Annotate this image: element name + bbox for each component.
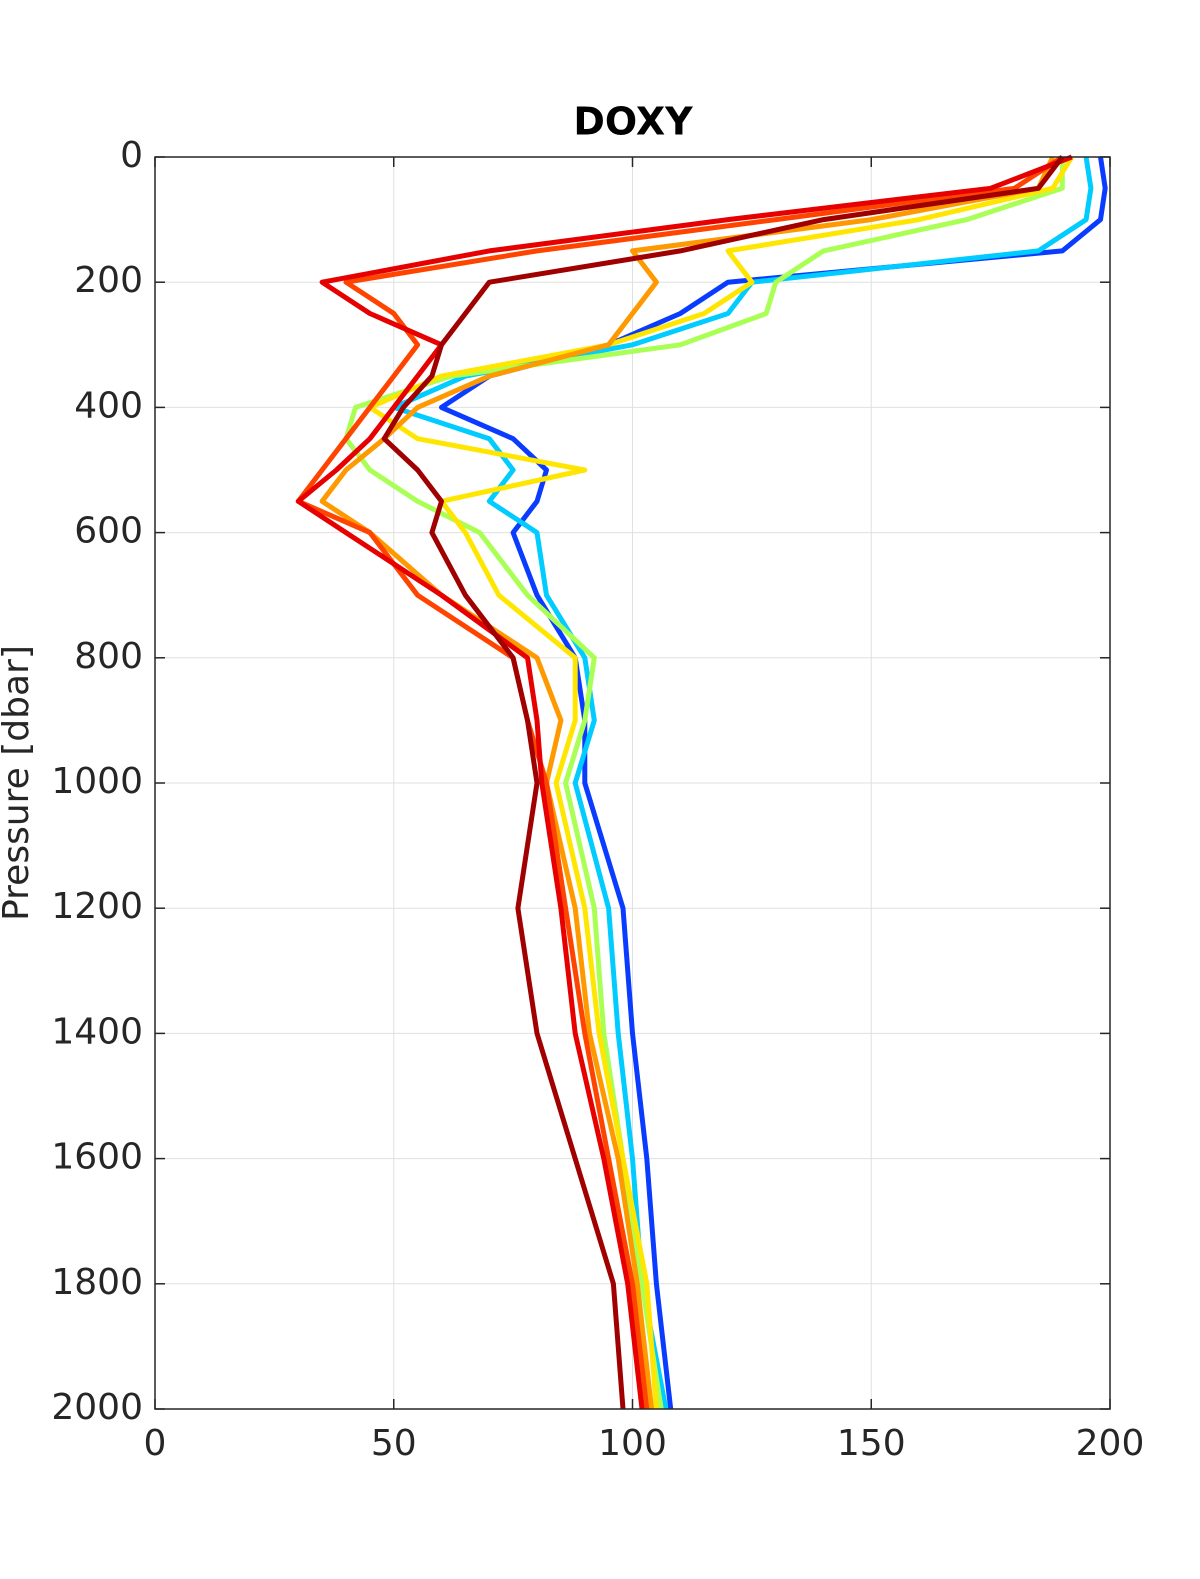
y-tick-label: 1600 bbox=[51, 1137, 143, 1178]
y-tick-label: 400 bbox=[74, 385, 143, 426]
y-tick-label: 200 bbox=[74, 260, 143, 301]
y-tick-label: 600 bbox=[74, 511, 143, 552]
profile-line bbox=[295, 154, 1073, 1410]
y-axis-label: Pressure [dbar] bbox=[0, 645, 37, 921]
ticks: 0 50 100 150 2000200400600800100012001400160… bbox=[51, 135, 1144, 1464]
x-tick-label: 50 bbox=[371, 1423, 417, 1464]
y-tick-label: 1200 bbox=[51, 886, 143, 927]
y-tick-label: 1000 bbox=[51, 761, 143, 802]
profile-line bbox=[367, 155, 1074, 1410]
chart-title: DOXY bbox=[573, 100, 693, 144]
x-tick-label: 0 bbox=[144, 1423, 167, 1464]
profile-line bbox=[343, 157, 1065, 1410]
profile-line bbox=[381, 155, 1065, 1410]
y-tick-label: 0 bbox=[120, 135, 143, 176]
profile-line bbox=[319, 155, 1055, 1410]
y-tick-label: 1400 bbox=[51, 1011, 143, 1052]
profile-line bbox=[295, 154, 1064, 1410]
x-tick-label: 200 bbox=[1076, 1423, 1145, 1464]
y-tick-label: 2000 bbox=[51, 1387, 143, 1428]
y-tick-label: 800 bbox=[74, 636, 143, 677]
x-tick-label: 100 bbox=[598, 1423, 667, 1464]
profile-line bbox=[391, 156, 1094, 1410]
x-tick-label: 150 bbox=[837, 1423, 906, 1464]
plot-lines bbox=[295, 154, 1108, 1410]
y-tick-label: 1800 bbox=[51, 1262, 143, 1303]
